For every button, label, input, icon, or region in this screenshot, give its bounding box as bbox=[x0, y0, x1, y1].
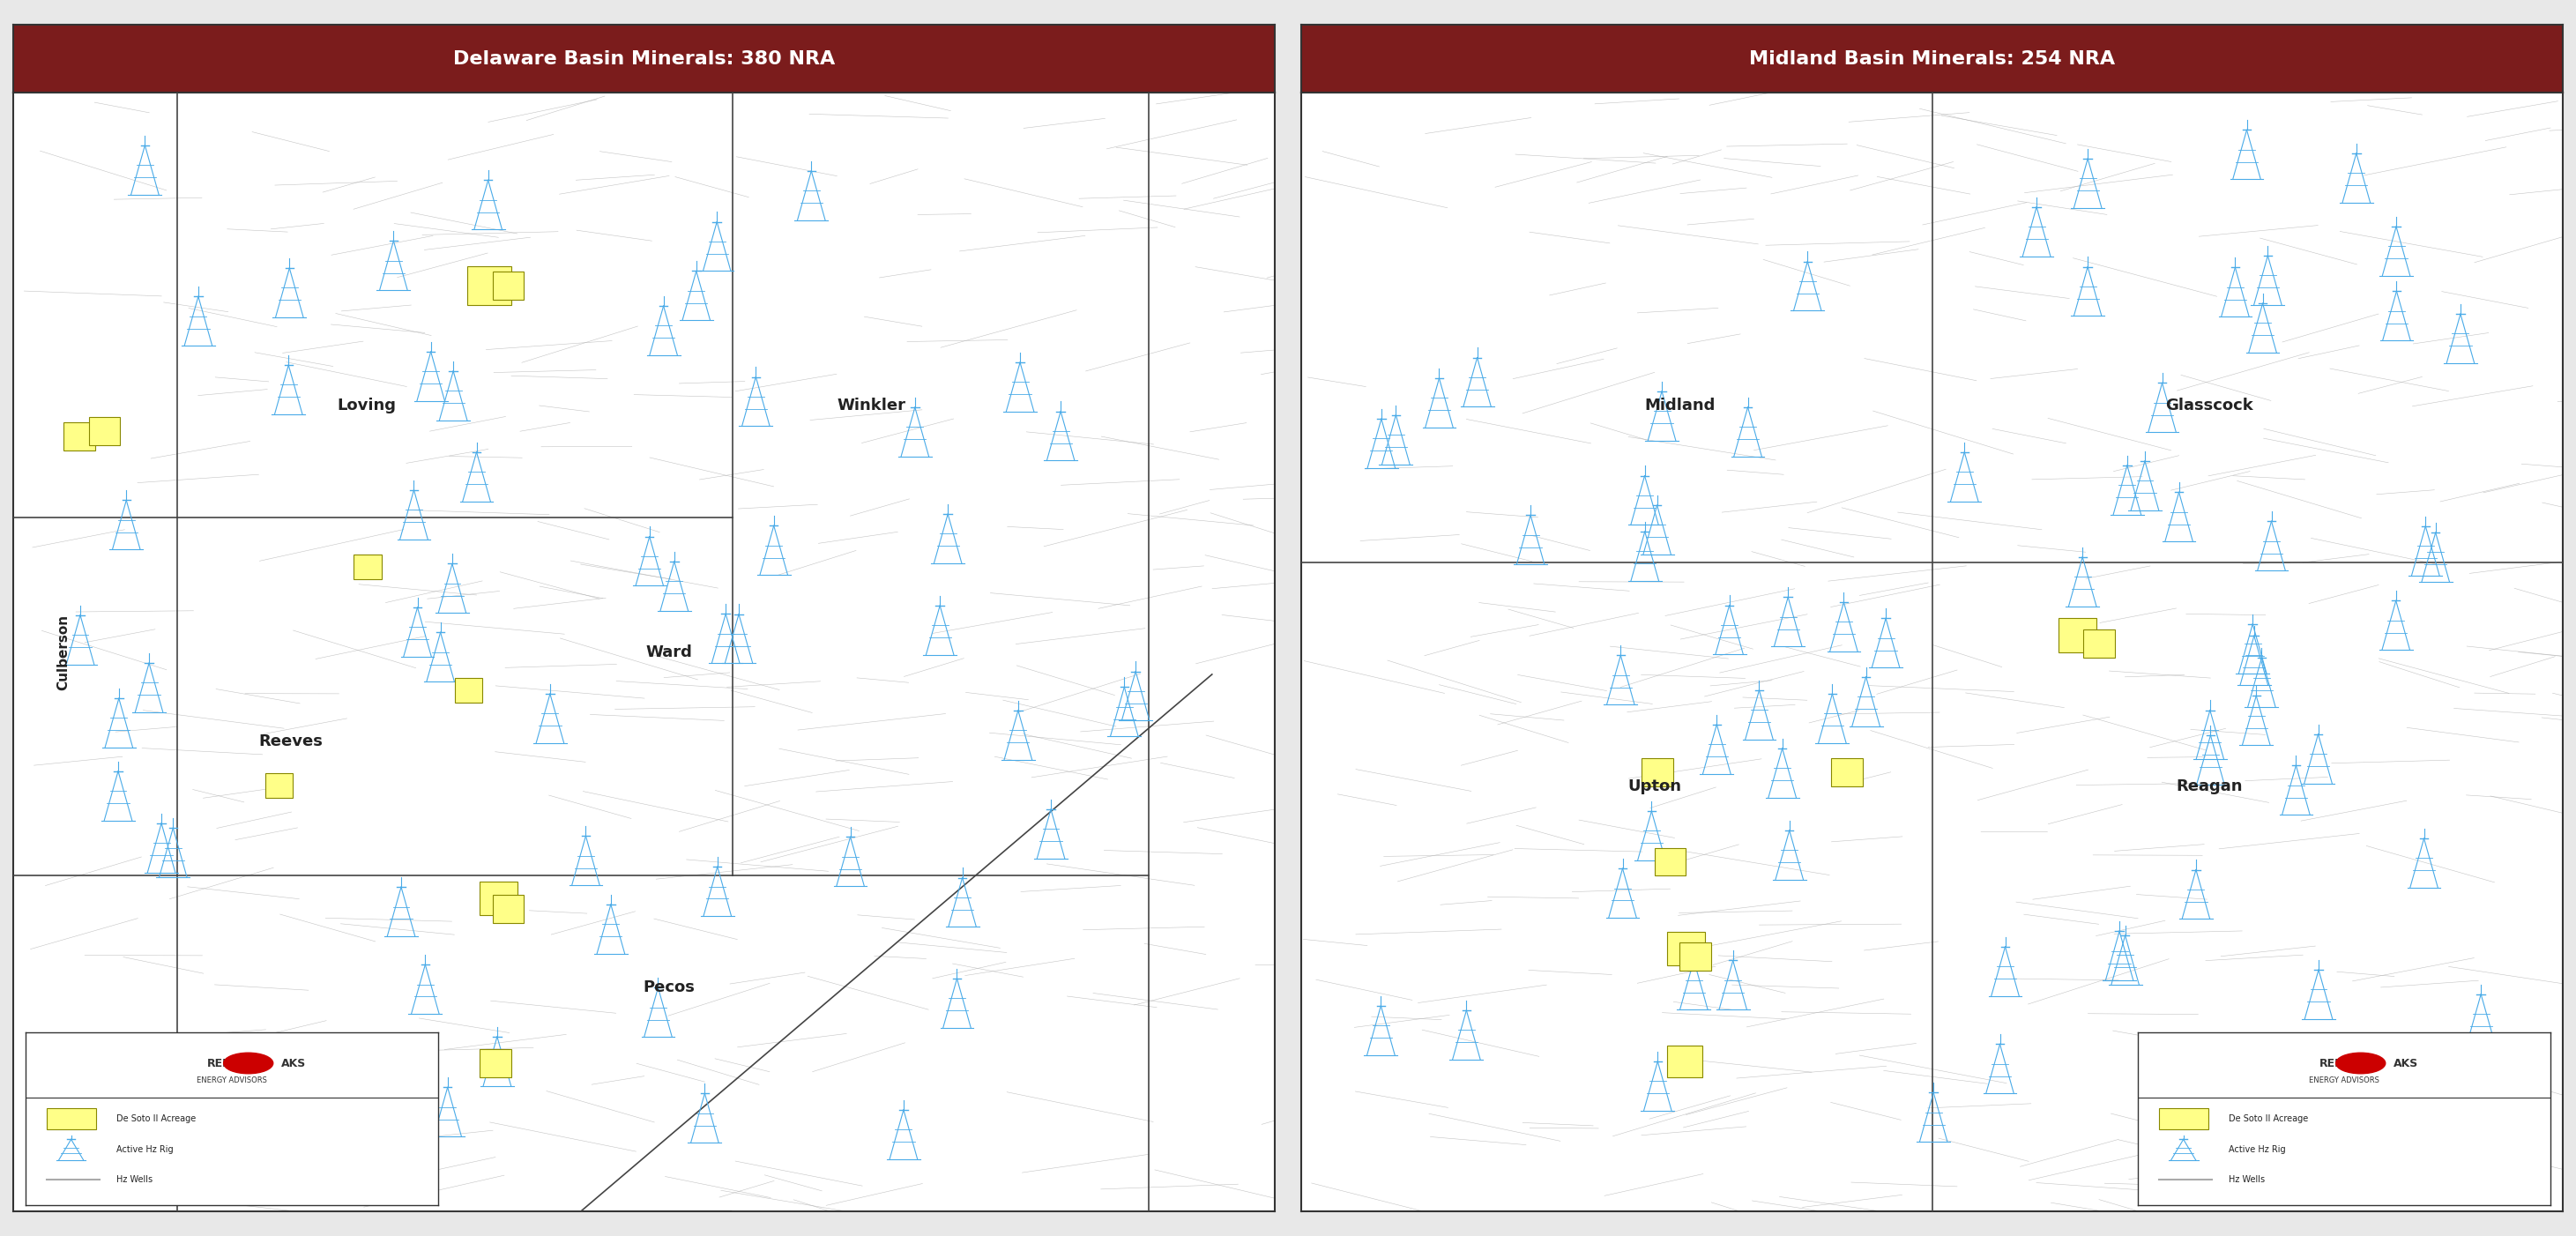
Bar bbox=[46, 1109, 95, 1128]
Bar bbox=[479, 881, 518, 915]
Text: Reagan: Reagan bbox=[2177, 779, 2244, 795]
Bar bbox=[479, 1049, 513, 1077]
Bar bbox=[1654, 848, 1685, 875]
Bar bbox=[466, 266, 513, 305]
Text: Midland: Midland bbox=[1643, 398, 1716, 414]
Bar bbox=[1832, 758, 1862, 786]
Text: Loving: Loving bbox=[337, 398, 397, 414]
Text: Active Hz Rig: Active Hz Rig bbox=[2228, 1146, 2285, 1154]
Bar bbox=[492, 272, 523, 299]
Bar bbox=[2084, 629, 2115, 658]
Text: Upton: Upton bbox=[1628, 779, 1682, 795]
Text: ENERGY ADVISORS: ENERGY ADVISORS bbox=[196, 1077, 268, 1084]
Text: Pecos: Pecos bbox=[644, 980, 696, 995]
Bar bbox=[265, 772, 294, 797]
Bar bbox=[1667, 932, 1705, 965]
Text: ENERGY ADVISORS: ENERGY ADVISORS bbox=[2308, 1077, 2380, 1084]
Bar bbox=[1680, 943, 1710, 970]
Text: Winkler: Winkler bbox=[837, 398, 907, 414]
Text: AKS: AKS bbox=[2393, 1058, 2419, 1069]
Bar bbox=[1667, 1046, 1703, 1077]
Bar bbox=[2159, 1109, 2208, 1128]
Bar bbox=[88, 417, 121, 445]
Text: Reeves: Reeves bbox=[258, 733, 322, 749]
Bar bbox=[353, 555, 381, 580]
Text: Glasscock: Glasscock bbox=[2166, 398, 2254, 414]
Text: Hz Wells: Hz Wells bbox=[116, 1174, 152, 1184]
Circle shape bbox=[224, 1053, 273, 1074]
Text: De Soto II Acreage: De Soto II Acreage bbox=[116, 1114, 196, 1124]
Text: RED: RED bbox=[2318, 1058, 2344, 1069]
Bar bbox=[64, 423, 95, 451]
Text: Midland Basin Minerals: 254 NRA: Midland Basin Minerals: 254 NRA bbox=[1749, 49, 2115, 68]
Text: RED: RED bbox=[206, 1058, 232, 1069]
Text: AKS: AKS bbox=[281, 1058, 307, 1069]
Circle shape bbox=[2336, 1053, 2385, 1074]
Bar bbox=[492, 895, 523, 923]
Text: Hz Wells: Hz Wells bbox=[2228, 1174, 2264, 1184]
Text: Active Hz Rig: Active Hz Rig bbox=[116, 1146, 173, 1154]
Text: De Soto II Acreage: De Soto II Acreage bbox=[2228, 1114, 2308, 1124]
Bar bbox=[456, 677, 482, 702]
Bar bbox=[1641, 758, 1674, 786]
Text: Delaware Basin Minerals: 380 NRA: Delaware Basin Minerals: 380 NRA bbox=[453, 49, 835, 68]
Bar bbox=[2058, 618, 2097, 653]
Text: Ward: Ward bbox=[647, 644, 693, 660]
Text: Culberson: Culberson bbox=[57, 614, 70, 690]
